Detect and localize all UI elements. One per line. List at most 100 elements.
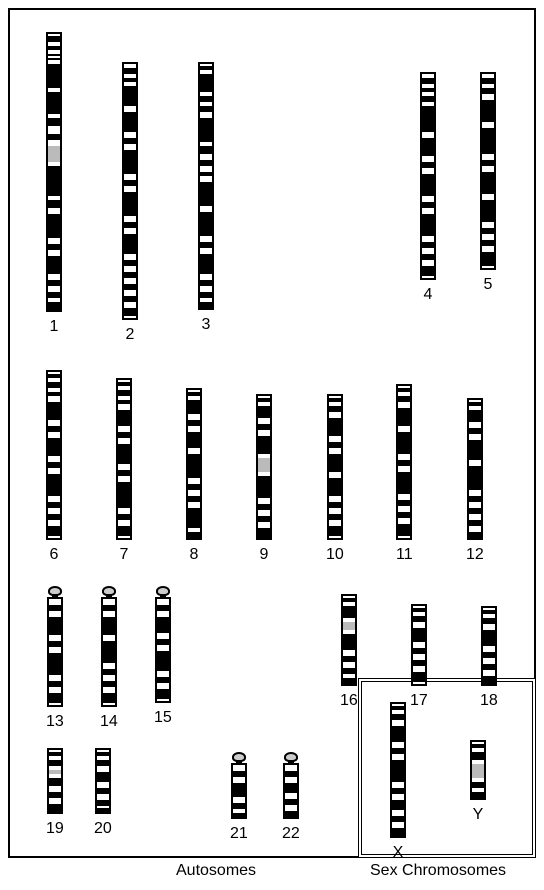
band [472,744,484,748]
band [482,78,494,84]
chromosome-label: 21 [230,825,248,843]
band [398,432,410,454]
band [472,792,484,798]
chromosome-X: X [390,702,406,862]
ideogram [341,594,357,686]
band [392,726,404,742]
band [233,813,245,819]
band [200,292,212,298]
band [472,752,484,760]
band [329,514,341,520]
band [258,504,270,510]
band [329,398,341,402]
band [482,240,494,246]
band [482,200,494,222]
band [422,242,434,248]
band [422,78,434,84]
chromosome-1: 1 [46,32,62,336]
chromosome-label: 19 [46,820,64,838]
ideogram [283,763,299,819]
chromosome-4: 4 [420,72,436,304]
band [157,639,169,645]
band [48,54,60,56]
band [49,681,61,687]
band [258,476,270,498]
band [343,598,355,602]
ideogram [47,597,63,707]
band [157,605,169,611]
band [49,778,61,786]
band [200,280,212,286]
band [392,714,404,720]
band [49,617,61,635]
band [422,138,434,156]
band [118,390,130,396]
band [157,651,169,671]
band [329,406,341,412]
chromosome-21: 21 [230,752,248,843]
band [97,800,109,806]
band [422,106,434,132]
band [398,472,410,494]
satellite-cap [284,752,298,762]
band [49,641,61,647]
band [469,496,481,502]
chromosome-label: 10 [326,546,344,564]
band [483,610,495,614]
ideogram [390,702,406,838]
band [124,272,136,278]
band [200,212,212,236]
band [124,308,136,316]
band [124,68,136,74]
band [472,764,484,778]
band [48,200,60,208]
band [48,134,60,140]
band [469,532,481,538]
band [49,760,61,766]
band [343,634,355,650]
band [49,804,61,812]
band [482,252,494,266]
band [200,74,212,92]
band [343,622,355,630]
band [422,266,434,276]
chromosome-9: 9 [256,394,272,564]
ideogram [231,763,247,819]
band [329,502,341,508]
chromosome-8: 8 [186,388,202,564]
band [392,706,404,710]
band [329,454,341,472]
band [48,256,60,274]
band [49,693,61,703]
band [48,402,60,420]
chromosome-5: 5 [480,72,496,294]
chromosome-20: 20 [94,748,112,838]
ideogram [198,62,214,310]
chromosome-6: 6 [46,370,62,564]
band [48,502,60,508]
band [118,482,130,508]
band [258,516,270,522]
chromosome-label: 12 [466,546,484,564]
autosomes-label: Autosomes [176,862,256,880]
band [413,628,425,642]
band [48,526,60,536]
band [49,653,61,675]
ideogram [396,384,412,540]
band [233,771,245,777]
chromosome-label: 3 [202,316,211,334]
chromosome-label: 7 [120,546,129,564]
band [48,462,60,468]
chromosome-label: 1 [50,318,59,336]
band [118,514,130,520]
karyotype-main-frame [8,8,536,858]
band [343,678,355,684]
ideogram [116,378,132,540]
band [48,58,60,60]
band [482,128,494,154]
band [48,302,60,310]
band [188,532,200,538]
band [49,605,61,611]
band [103,605,115,611]
band [118,382,130,386]
